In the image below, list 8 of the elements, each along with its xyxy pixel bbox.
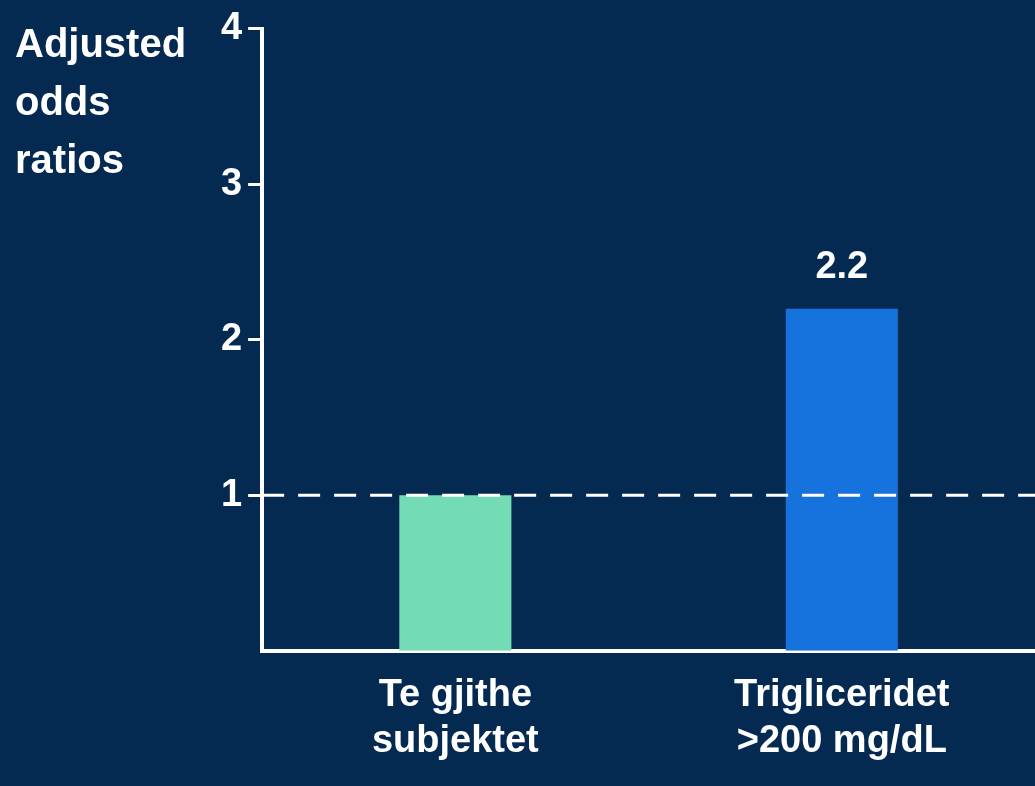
data-label: 2.2: [815, 244, 869, 287]
y-tick-label: 3: [220, 160, 243, 203]
x-tick-label: Te gjithe subjektet: [371, 672, 540, 760]
y-axis-title: Adjusted odds ratios: [15, 20, 188, 183]
y-tick-label: 1: [220, 471, 243, 514]
y-tick-label: 4: [220, 5, 243, 48]
x-tick-label: Trigliceridet >200 mg/dL: [734, 672, 950, 760]
y-tick-label: 2: [220, 316, 243, 359]
